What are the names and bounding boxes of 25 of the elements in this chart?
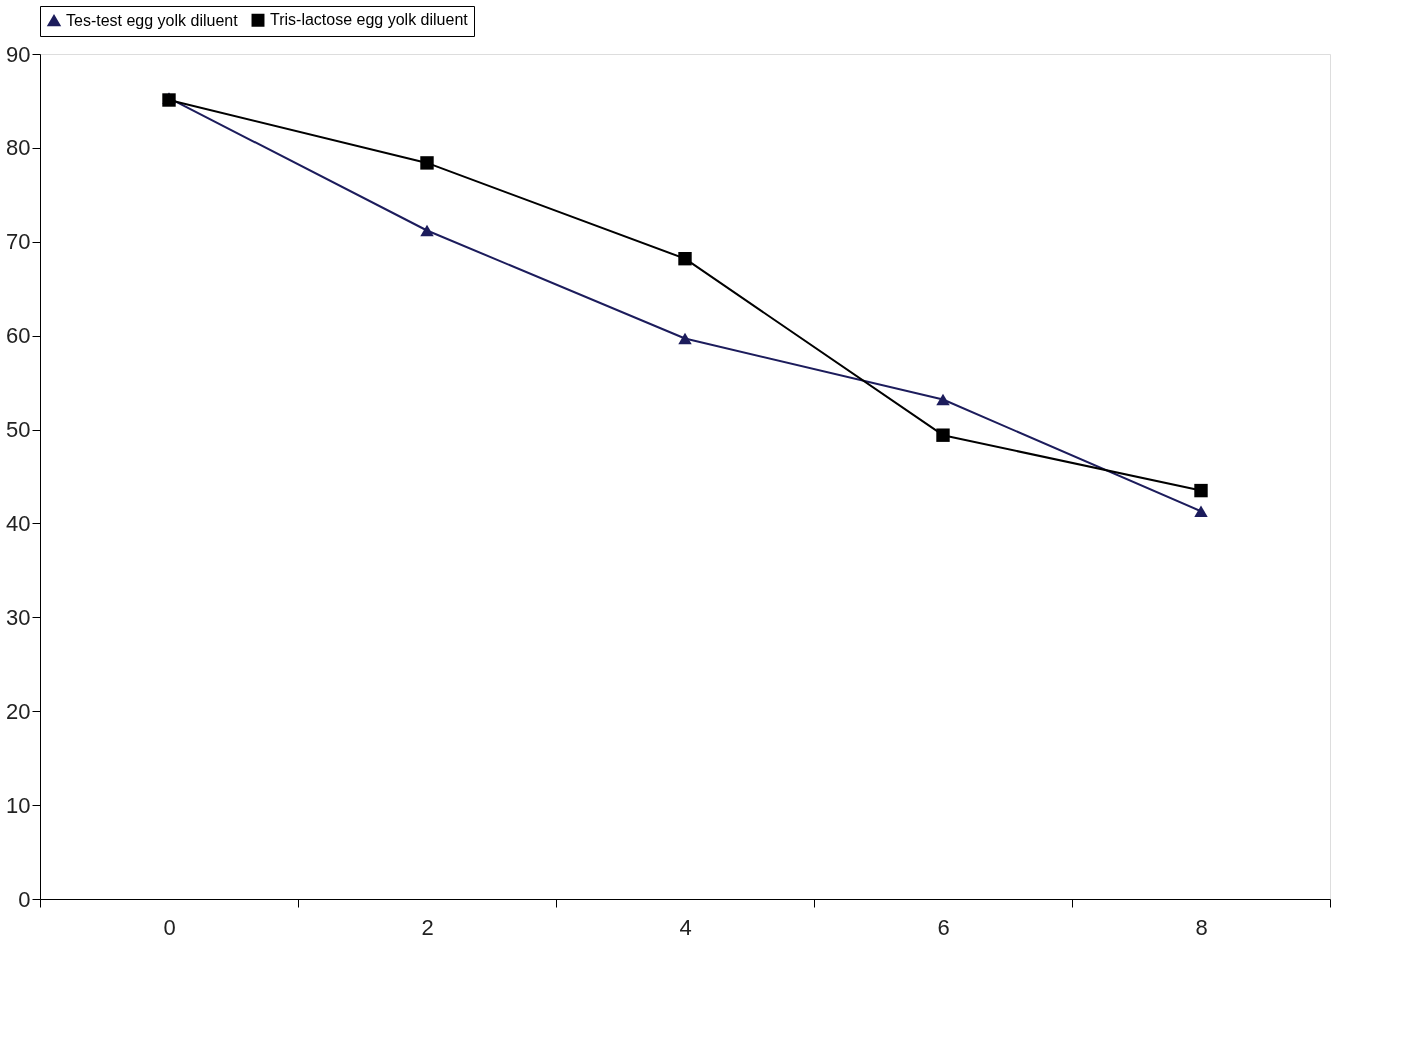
x-tick-label: 6 (937, 914, 950, 940)
y-tick-label: 60 (6, 323, 31, 349)
point (936, 428, 950, 442)
y-tick-label: 10 (6, 792, 31, 818)
y-tick-label: 90 (6, 41, 31, 67)
x-tick-label: 8 (1195, 914, 1208, 940)
y-tick-label: 0 (18, 886, 31, 912)
x-tick-label: 2 (421, 914, 434, 940)
point (678, 332, 692, 345)
y-tick-label: 40 (6, 510, 31, 536)
point (420, 156, 434, 170)
point (678, 251, 692, 266)
x-tick-label: 0 (163, 914, 176, 940)
y-tick-label: 50 (6, 417, 31, 443)
y-tick-label: 30 (6, 604, 31, 630)
point (1194, 505, 1208, 518)
y-tick-label: 20 (6, 698, 31, 724)
point (1194, 483, 1208, 498)
legend-label: Tris-lactose egg yolk diluent (270, 11, 469, 29)
y-tick-label: 80 (6, 135, 31, 161)
legend-label: Tes-test egg yolk diluent (66, 11, 239, 29)
y-tick-label: 70 (6, 229, 31, 255)
point (936, 393, 950, 406)
point (420, 224, 434, 237)
x-tick-label: 4 (679, 914, 692, 940)
